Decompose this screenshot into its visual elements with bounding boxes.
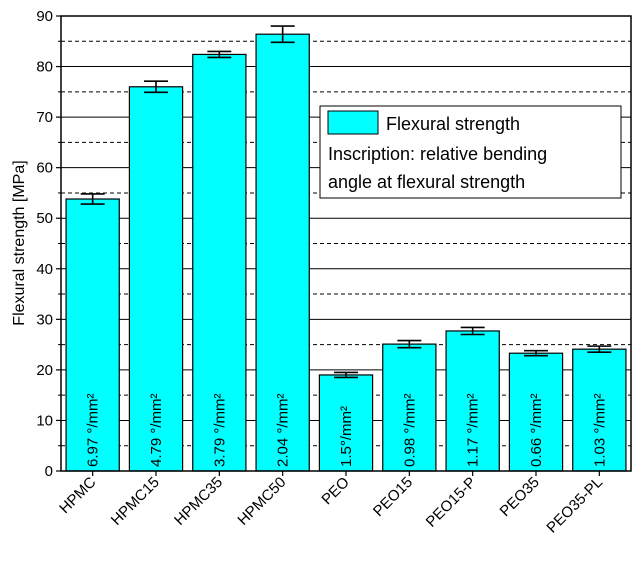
bar [572,348,627,472]
y-tick-label: 80 [36,59,53,76]
y-tick-label: 10 [36,412,53,429]
bar [382,343,437,472]
bar-label: 4.79 °/mm² [148,393,165,467]
y-tick-label: 30 [36,311,53,328]
bar [128,86,184,472]
x-tick-label: HPMC35 [171,474,226,529]
legend-note-line1: Inscription: relative bending [328,144,547,164]
legend-note-line2: angle at flexural strength [328,172,525,192]
bar-label: 2.04 °/mm² [275,393,292,467]
y-tick-label: 70 [36,109,53,126]
bar-label: 1.03 °/mm² [591,393,608,467]
bar-label: 0.98 °/mm² [401,393,418,467]
bar-label: 3.79 °/mm² [211,393,228,467]
legend-swatch [327,110,379,135]
y-tick-label: 50 [36,210,53,227]
bar-label: 1.17 °/mm² [465,393,482,467]
legend: Flexural strength Inscription: relative … [319,105,622,199]
y-tick-label: 40 [36,261,53,278]
legend-entry: Flexural strength [386,114,520,134]
x-tick-label: PEO15 [370,474,416,520]
bar [192,53,247,472]
x-tick-label: PEO [318,474,352,508]
bar [318,374,374,472]
bar [65,198,120,472]
y-tick-label: 0 [45,463,53,480]
x-tick-label: PEO15-P [423,474,480,531]
bar [508,352,564,472]
y-tick-label: 90 [36,8,53,25]
bar [445,330,500,472]
bar-label: 0.66 °/mm² [528,393,545,467]
x-tick-label: HPMC [56,474,99,517]
bar-label: 1.5°/mm² [338,406,355,467]
y-axis-label: Flexural strength [MPa] [11,160,28,325]
x-tick-label: PEO35-PL [543,474,606,537]
bar [255,33,310,472]
x-tick-label: HPMC15 [108,474,163,529]
x-tick-label: HPMC50 [234,474,289,529]
y-tick-label: 20 [36,362,53,379]
bars: 6.97 °/mm² 4.79 °/mm² 3.79 °/mm² 2.04 °/mm²… [65,25,627,472]
x-tick-label: PEO35 [497,474,543,520]
y-tick-label: 60 [36,160,53,177]
bar-label: 6.97 °/mm² [85,393,102,467]
